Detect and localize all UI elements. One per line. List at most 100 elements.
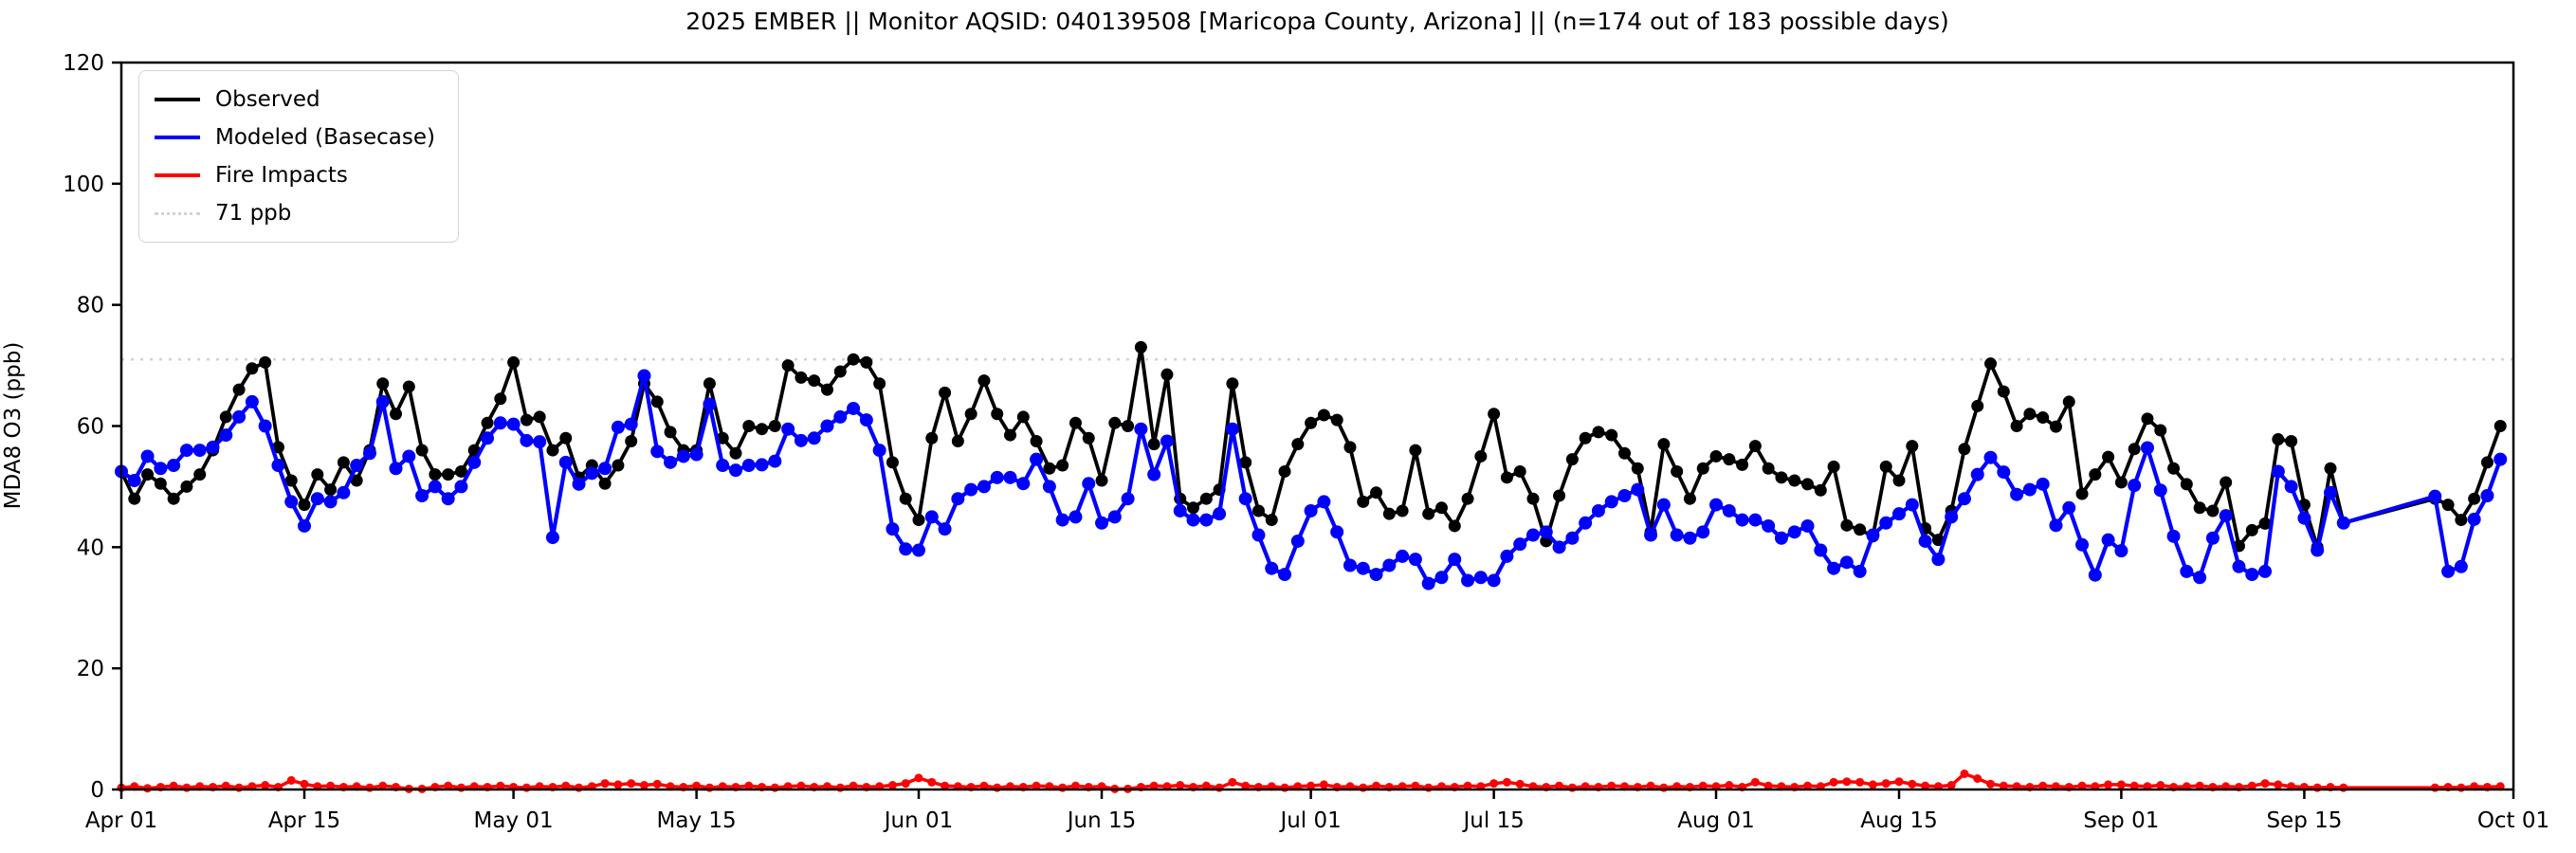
data-point bbox=[1696, 525, 1710, 539]
data-point bbox=[2128, 443, 2141, 456]
data-point bbox=[2219, 509, 2233, 523]
data-point bbox=[337, 456, 350, 469]
data-point bbox=[1357, 495, 1370, 508]
data-point bbox=[1997, 385, 2010, 398]
data-point bbox=[1489, 779, 1499, 789]
data-point bbox=[1617, 489, 1632, 503]
data-point bbox=[991, 408, 1004, 421]
data-point bbox=[1657, 438, 1671, 451]
data-point bbox=[744, 781, 754, 790]
legend-line-sample bbox=[155, 98, 200, 101]
data-point bbox=[444, 781, 453, 790]
data-point bbox=[1539, 525, 1553, 539]
data-point bbox=[925, 431, 939, 445]
data-point bbox=[378, 781, 388, 790]
data-point bbox=[820, 419, 834, 433]
data-point bbox=[611, 420, 625, 434]
data-point bbox=[2494, 452, 2508, 466]
data-point bbox=[284, 474, 298, 487]
data-point bbox=[154, 477, 167, 490]
data-point bbox=[221, 781, 230, 790]
data-point bbox=[1803, 781, 1813, 790]
data-point bbox=[1409, 444, 1422, 457]
data-point bbox=[1801, 478, 1815, 491]
data-point bbox=[2037, 411, 2050, 425]
data-point bbox=[2193, 501, 2206, 515]
data-point bbox=[1411, 781, 1420, 790]
data-point bbox=[494, 392, 507, 406]
data-point bbox=[924, 510, 939, 524]
data-point bbox=[1149, 781, 1159, 790]
data-point bbox=[1108, 416, 1122, 429]
data-point bbox=[1319, 780, 1328, 789]
data-point bbox=[729, 446, 742, 460]
data-point bbox=[990, 470, 1004, 484]
data-point bbox=[1225, 422, 1239, 436]
data-point bbox=[1958, 443, 1971, 456]
data-point bbox=[1827, 460, 1840, 473]
data-point bbox=[2441, 564, 2456, 578]
data-point bbox=[179, 444, 193, 458]
data-point bbox=[1121, 492, 1135, 506]
data-point bbox=[2205, 531, 2220, 545]
data-point bbox=[1372, 781, 1381, 790]
data-point bbox=[2245, 523, 2258, 536]
legend-label: Fire Impacts bbox=[215, 163, 348, 188]
data-point bbox=[938, 522, 952, 536]
data-point bbox=[2101, 533, 2115, 547]
data-point bbox=[1069, 510, 1083, 524]
x-tick-label: Jun 15 bbox=[1066, 808, 1137, 833]
data-point bbox=[1607, 781, 1617, 790]
data-point bbox=[1839, 555, 1854, 570]
data-point bbox=[232, 409, 247, 424]
data-point bbox=[807, 431, 821, 445]
data-point bbox=[1879, 460, 1892, 473]
y-tick-label: 20 bbox=[77, 657, 104, 681]
data-point bbox=[1762, 518, 1776, 533]
data-point bbox=[206, 440, 220, 454]
data-point bbox=[1030, 434, 1043, 447]
data-point bbox=[755, 458, 769, 472]
data-point bbox=[2258, 564, 2273, 578]
data-point bbox=[808, 374, 821, 388]
data-point bbox=[2480, 456, 2494, 469]
data-point bbox=[337, 485, 351, 499]
data-point bbox=[1683, 492, 1696, 505]
data-point bbox=[467, 455, 482, 469]
data-point bbox=[941, 781, 950, 790]
data-point bbox=[1698, 781, 1708, 790]
data-point bbox=[1317, 408, 1330, 422]
data-point bbox=[2180, 564, 2194, 578]
data-point bbox=[1004, 428, 1017, 442]
legend-label: Modeled (Basecase) bbox=[215, 125, 435, 150]
data-point bbox=[245, 394, 259, 408]
data-point bbox=[2285, 434, 2298, 447]
data-point bbox=[1176, 781, 1185, 790]
data-point bbox=[169, 781, 178, 790]
data-point bbox=[2075, 537, 2090, 552]
data-point bbox=[716, 459, 730, 473]
y-tick-label: 100 bbox=[63, 172, 104, 197]
data-point bbox=[833, 409, 848, 424]
legend-item-71-ppb: 71 ppb bbox=[155, 194, 435, 232]
data-point bbox=[1827, 561, 1841, 575]
data-point bbox=[1199, 513, 1214, 527]
data-point bbox=[1970, 467, 1984, 481]
data-point bbox=[1213, 507, 1227, 521]
data-point bbox=[1866, 528, 1880, 542]
data-point bbox=[676, 449, 690, 463]
data-point bbox=[167, 492, 180, 505]
data-point bbox=[1774, 531, 1788, 545]
data-point bbox=[1997, 465, 2011, 480]
data-point bbox=[964, 408, 977, 421]
data-point bbox=[1147, 467, 1161, 481]
legend-item-fire-impacts: Fire Impacts bbox=[155, 156, 435, 194]
data-point bbox=[1095, 474, 1108, 487]
data-point bbox=[977, 374, 991, 388]
data-point bbox=[1894, 777, 1904, 787]
data-point bbox=[2114, 544, 2128, 558]
data-point bbox=[193, 468, 207, 481]
data-point bbox=[1722, 503, 1736, 517]
data-point bbox=[533, 435, 547, 449]
